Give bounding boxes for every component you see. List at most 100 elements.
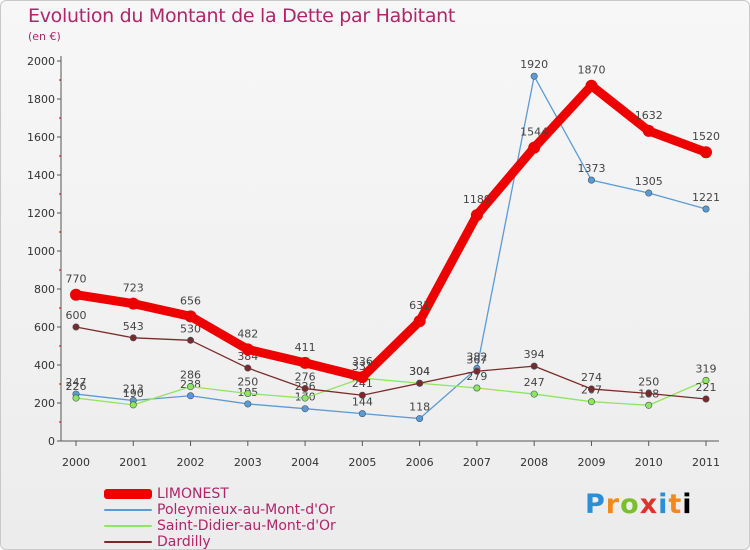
data-point — [356, 371, 369, 384]
data-point — [470, 209, 483, 222]
series-line-1 — [75, 75, 707, 420]
data-point — [702, 205, 710, 213]
data-point — [587, 398, 595, 406]
data-point — [72, 323, 80, 331]
x-tick-label: 2001 — [119, 456, 147, 469]
data-label: 482 — [237, 327, 258, 340]
data-point — [187, 392, 195, 400]
data-label: 1305 — [635, 175, 663, 188]
legend-label: Poleymieux-au-Mont-d'Or — [157, 502, 335, 518]
data-label: 600 — [66, 309, 87, 322]
logo-letter: i — [658, 489, 669, 520]
y-tick-label: 1200 — [27, 207, 55, 220]
data-label: 1520 — [692, 130, 720, 143]
data-label: 543 — [123, 320, 144, 333]
y-tick-label: 1800 — [27, 93, 55, 106]
x-tick-label: 2010 — [635, 456, 663, 469]
data-label: 319 — [696, 362, 717, 375]
data-label: 226 — [66, 380, 87, 393]
y-tick-label: 1400 — [27, 169, 55, 182]
data-label: 213 — [123, 383, 144, 396]
data-point — [645, 401, 653, 409]
x-tick-label: 2006 — [406, 456, 434, 469]
data-point — [585, 79, 598, 92]
data-point — [358, 391, 366, 399]
data-point — [528, 141, 541, 154]
data-label: 279 — [466, 370, 487, 383]
y-tick-label: 2000 — [27, 55, 55, 68]
y-tick-label: 1600 — [27, 131, 55, 144]
data-label: 631 — [409, 299, 430, 312]
legend-swatch — [104, 509, 152, 511]
data-label: 1221 — [692, 191, 720, 204]
data-point — [702, 376, 710, 384]
data-label: 286 — [180, 369, 201, 382]
data-label: 1544 — [520, 126, 548, 139]
data-label: 304 — [409, 365, 430, 378]
x-tick-label: 2009 — [577, 456, 605, 469]
x-tick-label: 2011 — [692, 456, 720, 469]
y-tick-label: 600 — [34, 321, 55, 334]
logo-letter: t — [668, 489, 683, 520]
data-point — [244, 389, 252, 397]
data-point — [416, 415, 424, 423]
data-label: 367 — [466, 353, 487, 366]
logo-letter: x — [639, 489, 659, 520]
data-label: 411 — [295, 341, 316, 354]
x-tick-label: 2002 — [177, 456, 205, 469]
data-label: 1920 — [520, 58, 548, 71]
data-point — [241, 343, 254, 356]
data-point — [301, 394, 309, 402]
legend-swatch — [104, 541, 152, 543]
data-label: 190 — [123, 387, 144, 400]
data-point — [473, 367, 481, 375]
data-label: 276 — [295, 371, 316, 384]
legend-swatch — [104, 525, 152, 527]
logo-letter: i — [682, 489, 693, 520]
line-chart: 0 200 400 600 800 1000 1200 1400 1600 1800 2000 200… — [27, 55, 720, 469]
data-label: 144 — [352, 396, 373, 409]
x-tick-label: 2008 — [520, 456, 548, 469]
x-tick-label: 2005 — [348, 456, 376, 469]
legend-label: LIMONEST — [157, 486, 229, 502]
logo-letter: o — [620, 489, 640, 520]
y-tick-label: 400 — [34, 359, 55, 372]
x-tick-label: 2003 — [234, 456, 262, 469]
data-label: 247 — [524, 376, 545, 389]
data-point — [700, 146, 712, 159]
data-label: 118 — [409, 401, 430, 414]
data-label: 1189 — [463, 193, 491, 206]
data-point — [129, 334, 137, 342]
data-point — [184, 310, 197, 323]
data-point — [70, 288, 82, 301]
y-tick-label: 0 — [48, 435, 55, 448]
data-label: 394 — [524, 348, 545, 361]
data-label: 1373 — [577, 162, 605, 175]
data-label: 723 — [123, 282, 144, 295]
data-label: 336 — [352, 355, 373, 368]
x-tick-label: 2000 — [62, 456, 90, 469]
series-line-0 — [71, 81, 711, 382]
data-point — [473, 384, 481, 392]
data-label: 382 — [466, 350, 487, 363]
data-point — [301, 385, 309, 393]
data-point — [530, 390, 538, 398]
data-point — [301, 405, 309, 413]
data-point — [72, 394, 80, 402]
logo-letter: P — [585, 489, 606, 520]
data-label: 656 — [180, 294, 201, 307]
series-line-3 — [75, 326, 707, 400]
y-tick-label: 1000 — [27, 245, 55, 258]
legend-label: Dardilly — [157, 534, 211, 550]
legend-swatch — [104, 489, 152, 499]
y-tick-label: 200 — [34, 397, 55, 410]
data-point — [645, 389, 653, 397]
data-point — [358, 410, 366, 418]
legend-item: Dardilly — [104, 534, 336, 550]
chart-title: Evolution du Montant de la Dette par Hab… — [28, 5, 456, 27]
data-point — [187, 336, 195, 344]
data-label: 221 — [696, 381, 717, 394]
data-label: 304 — [409, 365, 430, 378]
proxiti-logo: Proxiti — [585, 489, 693, 520]
